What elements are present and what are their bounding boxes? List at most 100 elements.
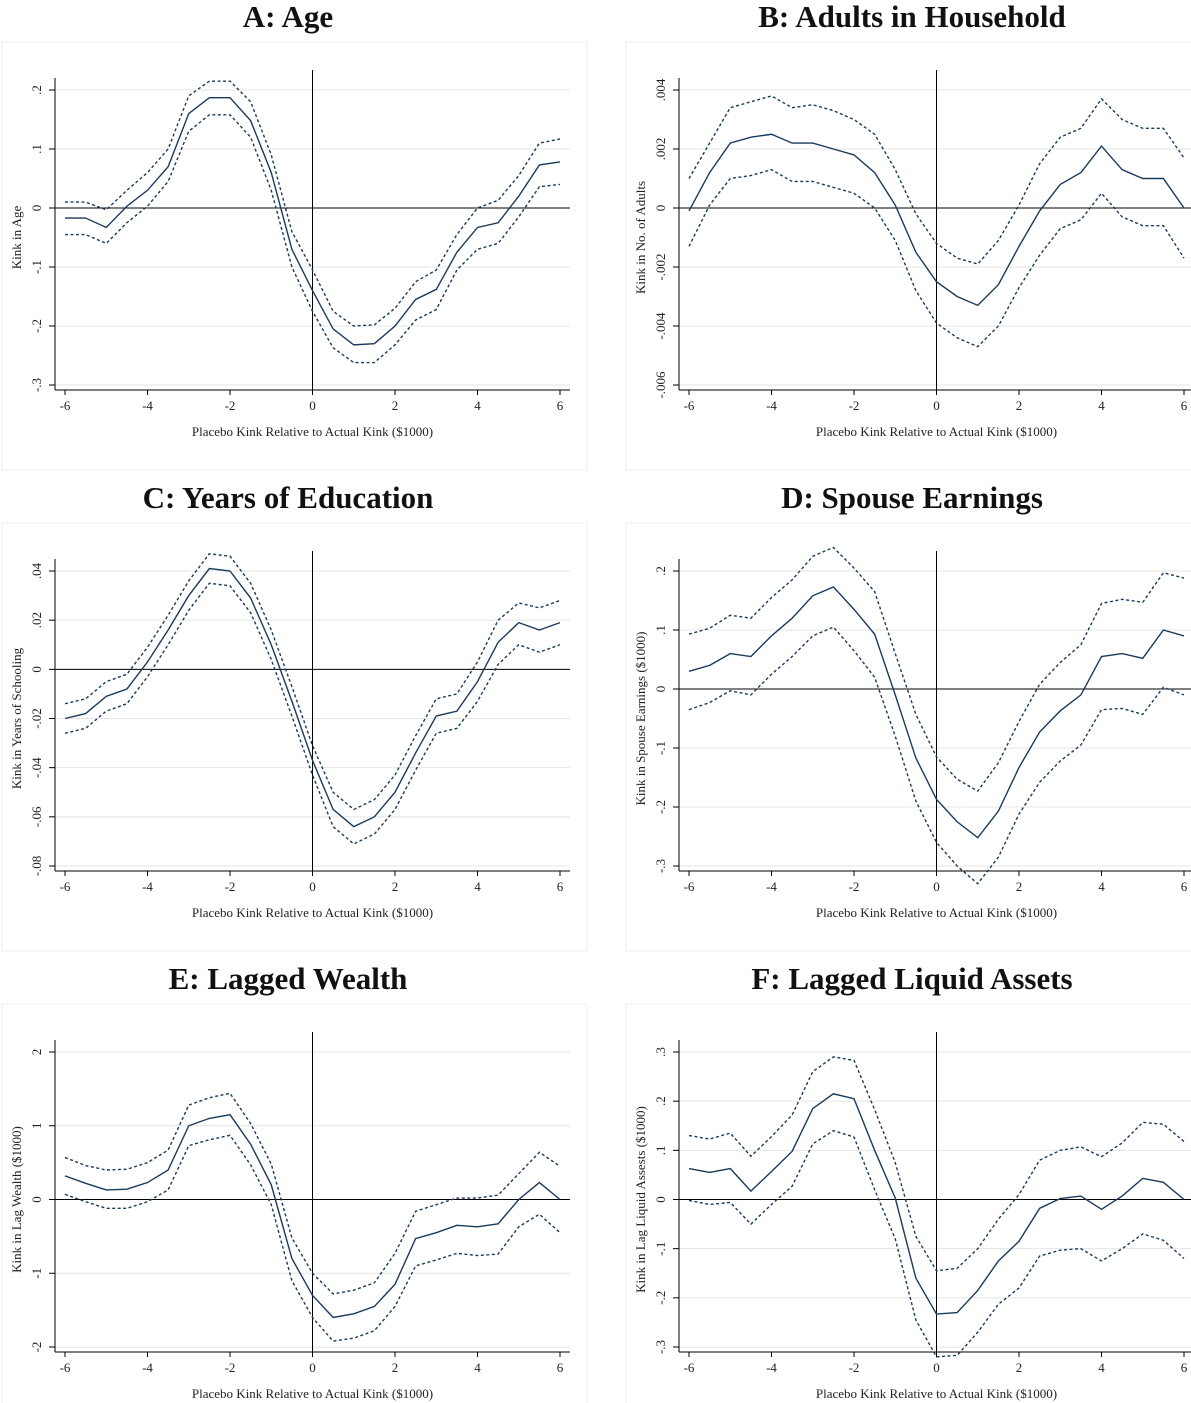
y-tick-label: .2 bbox=[653, 566, 668, 576]
confidence-band-line bbox=[688, 1056, 1185, 1272]
x-tick-label: 0 bbox=[309, 398, 316, 413]
x-tick-label: -6 bbox=[60, 1360, 71, 1375]
y-tick-label: -.08 bbox=[29, 856, 44, 877]
confidence-band-line bbox=[688, 1129, 1185, 1358]
x-tick-label: -6 bbox=[60, 398, 71, 413]
y-tick-label: -.2 bbox=[653, 1291, 668, 1305]
y-axis-label: Kink in Age bbox=[9, 205, 24, 269]
y-tick-label: -.006 bbox=[653, 371, 668, 399]
x-tick-label: 4 bbox=[1098, 1360, 1105, 1375]
x-axis-label: Placebo Kink Relative to Actual Kink ($1… bbox=[192, 424, 433, 439]
y-axis-label: Kink in Spouse Earnings ($1000) bbox=[633, 631, 648, 805]
panel-frame bbox=[625, 41, 1191, 471]
x-tick-label: -4 bbox=[142, 1360, 153, 1375]
y-tick-label: 0 bbox=[29, 1196, 44, 1203]
x-tick-label: 4 bbox=[1098, 398, 1105, 413]
x-tick-label: 4 bbox=[474, 398, 481, 413]
y-tick-label: .2 bbox=[29, 85, 44, 95]
y-tick-label: -.1 bbox=[653, 1242, 668, 1256]
y-tick-label: 0 bbox=[653, 686, 668, 693]
x-tick-label: 4 bbox=[474, 879, 481, 894]
y-tick-label: -.3 bbox=[653, 1340, 668, 1354]
y-tick-label: -.02 bbox=[29, 708, 44, 729]
y-axis-label: Kink in Lag Liquid Assests ($1000) bbox=[633, 1106, 648, 1293]
x-axis-label: Placebo Kink Relative to Actual Kink ($1… bbox=[192, 905, 433, 920]
confidence-band-line bbox=[64, 1092, 561, 1295]
x-tick-label: 2 bbox=[392, 398, 399, 413]
y-tick-label: 0 bbox=[29, 666, 44, 673]
x-tick-label: -4 bbox=[766, 398, 777, 413]
x-tick-label: 6 bbox=[557, 398, 564, 413]
y-tick-label: .002 bbox=[653, 138, 668, 161]
confidence-band-line bbox=[65, 80, 561, 327]
y-tick-label: 0 bbox=[29, 205, 44, 212]
y-tick-label: -.1 bbox=[29, 260, 44, 274]
x-tick-label: 6 bbox=[1181, 398, 1188, 413]
x-tick-label: -4 bbox=[142, 398, 153, 413]
panel-frame bbox=[625, 1003, 1191, 1403]
y-tick-label: .3 bbox=[653, 1047, 668, 1057]
chart-title: E: Lagged Wealth bbox=[169, 961, 408, 996]
x-tick-label: 0 bbox=[309, 1360, 316, 1375]
x-tick-label: 6 bbox=[557, 879, 564, 894]
chart-title: F: Lagged Liquid Assets bbox=[751, 961, 1072, 996]
y-tick-label: -2 bbox=[29, 1342, 44, 1353]
x-tick-label: 2 bbox=[1016, 879, 1023, 894]
confidence-band-line bbox=[688, 546, 1185, 792]
y-tick-label: .02 bbox=[29, 612, 44, 628]
x-tick-label: 4 bbox=[474, 1360, 481, 1375]
y-tick-label: .1 bbox=[653, 1145, 668, 1155]
y-axis-label: Kink in Years of Schooling bbox=[9, 647, 24, 789]
y-tick-label: -.1 bbox=[653, 741, 668, 755]
y-tick-label: -.06 bbox=[29, 806, 44, 827]
chart-title: B: Adults in Household bbox=[758, 0, 1066, 34]
y-tick-label: .1 bbox=[29, 144, 44, 154]
x-tick-label: -4 bbox=[766, 1360, 777, 1375]
x-tick-label: -6 bbox=[684, 1360, 695, 1375]
y-tick-label: -.2 bbox=[653, 800, 668, 814]
y-axis-label: Kink in No. of Adults bbox=[633, 181, 648, 294]
x-tick-label: 6 bbox=[1181, 879, 1188, 894]
x-tick-label: -2 bbox=[225, 1360, 236, 1375]
chart-title: D: Spouse Earnings bbox=[781, 480, 1043, 515]
x-axis-label: Placebo Kink Relative to Actual Kink ($1… bbox=[816, 905, 1057, 920]
x-tick-label: -6 bbox=[60, 879, 71, 894]
x-tick-label: -2 bbox=[849, 1360, 860, 1375]
x-tick-label: 0 bbox=[933, 398, 940, 413]
y-tick-label: 1 bbox=[29, 1123, 44, 1130]
x-axis-label: Placebo Kink Relative to Actual Kink ($1… bbox=[192, 1386, 433, 1401]
y-tick-label: .1 bbox=[653, 625, 668, 635]
y-tick-label: -.2 bbox=[29, 319, 44, 333]
chart-title: A: Age bbox=[243, 0, 333, 34]
confidence-band-line bbox=[688, 626, 1185, 885]
estimate-line bbox=[64, 567, 561, 828]
estimate-line bbox=[65, 96, 561, 346]
y-axis-label: Kink in Lag Wealth ($1000) bbox=[9, 1126, 24, 1273]
x-tick-label: 6 bbox=[557, 1360, 564, 1375]
confidence-band-line bbox=[688, 168, 1185, 348]
confidence-band-line bbox=[64, 553, 561, 811]
y-tick-label: -.3 bbox=[29, 378, 44, 392]
x-tick-label: 0 bbox=[933, 879, 940, 894]
x-tick-label: -2 bbox=[849, 879, 860, 894]
x-tick-label: 4 bbox=[1098, 879, 1105, 894]
estimate-line bbox=[688, 133, 1185, 307]
confidence-band-line bbox=[64, 1134, 561, 1342]
y-tick-label: -.004 bbox=[653, 312, 668, 340]
x-tick-label: 6 bbox=[1181, 1360, 1188, 1375]
confidence-band-line bbox=[688, 95, 1185, 265]
y-tick-label: 2 bbox=[29, 1049, 44, 1056]
x-tick-label: -2 bbox=[225, 398, 236, 413]
x-tick-label: 2 bbox=[1016, 1360, 1023, 1375]
confidence-band-line bbox=[65, 114, 561, 364]
y-tick-label: .004 bbox=[653, 78, 668, 101]
x-tick-label: -2 bbox=[225, 879, 236, 894]
estimate-line bbox=[688, 1093, 1185, 1315]
x-tick-label: 2 bbox=[392, 879, 399, 894]
x-tick-label: -6 bbox=[684, 398, 695, 413]
x-tick-label: 2 bbox=[1016, 398, 1023, 413]
y-tick-label: 0 bbox=[653, 1196, 668, 1203]
y-tick-label: .2 bbox=[653, 1096, 668, 1106]
